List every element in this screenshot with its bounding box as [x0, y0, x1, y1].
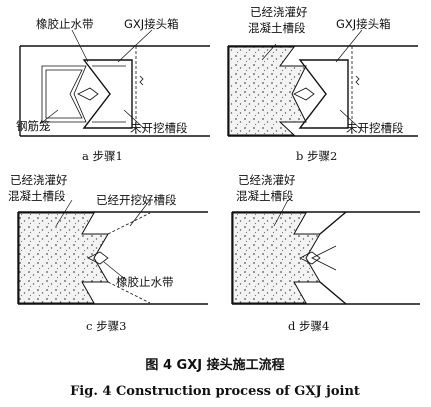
figure-title-cn: 图 4 GXJ 接头施工流程 — [145, 357, 284, 373]
panel-c: 已经浇灌好 混凝土槽段 已经开挖好槽段 橡胶止水带 c 步骤3 — [8, 173, 208, 333]
label-poured-segment-line1: 已经浇灌好 — [250, 5, 308, 19]
rubber-waterstop — [299, 251, 321, 265]
panel-b: 已经浇灌好 混凝土槽段 GXJ接头箱 未开挖槽段 b 步骤2 — [227, 5, 418, 163]
panel-a: 橡胶止水带 GXJ接头箱 钢筋笼 未开挖槽段 a 步骤1 — [16, 17, 210, 163]
label-poured-segment-line2: 混凝土槽段 — [8, 189, 66, 203]
poured-concrete-segment — [228, 46, 307, 136]
excavated-trench — [107, 212, 151, 304]
poured-concrete-segment — [18, 212, 109, 304]
rubber-waterstop — [293, 87, 315, 101]
label-gxj-joint-box: GXJ接头箱 — [336, 17, 391, 31]
poured-concrete-segment — [232, 212, 321, 304]
caption-d: d 步骤4 — [288, 319, 329, 333]
label-poured-segment-line2: 混凝土槽段 — [248, 21, 306, 35]
rebar-cage — [41, 65, 87, 123]
label-unexcavated: 未开挖槽段 — [346, 121, 404, 135]
label-rubber-waterstop: 橡胶止水带 — [36, 17, 94, 31]
gxj-joint-box — [298, 59, 349, 129]
caption-c: c 步骤3 — [86, 319, 126, 333]
new-segment-outline — [319, 211, 347, 305]
label-rebar-cage: 钢筋笼 — [16, 119, 51, 133]
label-excavated: 已经开挖好槽段 — [96, 193, 177, 207]
label-poured-segment-line1: 已经浇灌好 — [238, 173, 296, 187]
rubber-waterstop — [77, 87, 99, 101]
gxj-joint-box — [82, 59, 133, 129]
label-poured-segment-line2: 混凝土槽段 — [236, 189, 294, 203]
caption-a: a 步骤1 — [82, 149, 123, 163]
figure-title-en: Fig. 4 Construction process of GXJ joint — [70, 384, 360, 399]
rubber-waterstop — [87, 251, 109, 265]
label-gxj-joint-box: GXJ接头箱 — [124, 17, 179, 31]
label-rubber-waterstop: 橡胶止水带 — [116, 275, 174, 289]
panel-d: 已经浇灌好 混凝土槽段 d 步骤4 — [231, 173, 420, 333]
label-unexcavated: 未开挖槽段 — [130, 121, 188, 135]
caption-b: b 步骤2 — [296, 149, 337, 163]
label-poured-segment-line1: 已经浇灌好 — [10, 173, 68, 187]
